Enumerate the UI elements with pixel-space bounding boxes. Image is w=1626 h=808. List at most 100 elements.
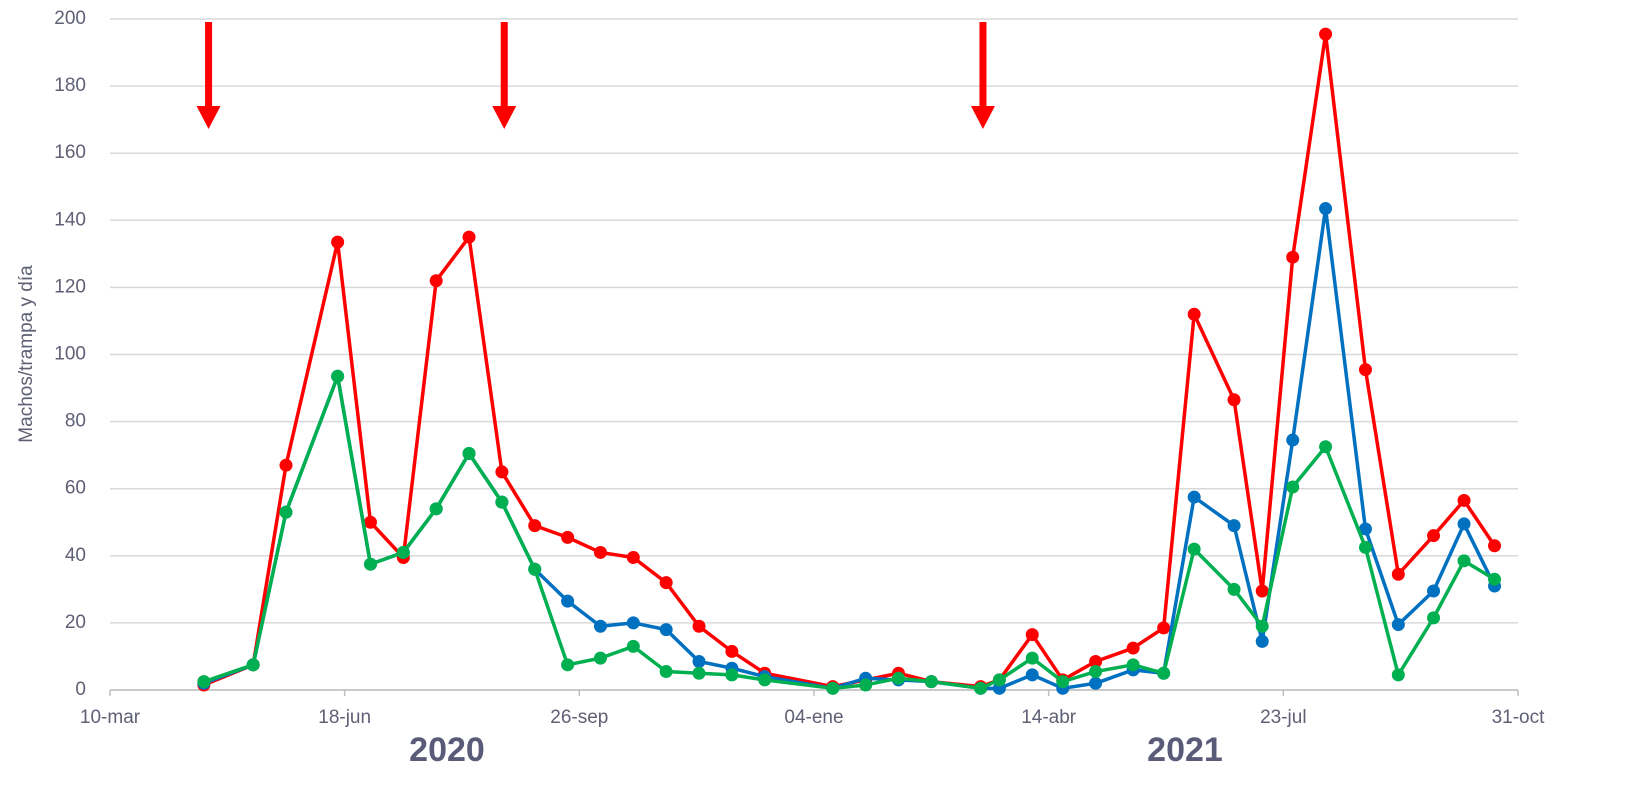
x-tick-label: 26-sep xyxy=(550,707,608,728)
data-point xyxy=(1187,307,1201,321)
data-point xyxy=(363,515,377,529)
data-point xyxy=(1391,668,1405,682)
data-point xyxy=(1286,433,1300,447)
y-tick-label: 180 xyxy=(54,75,86,96)
data-point xyxy=(1157,666,1171,680)
y-axis-label: Machos/trampa y día xyxy=(16,265,37,443)
data-point xyxy=(1126,658,1140,672)
data-point xyxy=(1457,517,1471,531)
x-tick-label: 31-oct xyxy=(1492,707,1546,728)
arrow-marker xyxy=(492,22,517,129)
data-point xyxy=(1227,582,1241,596)
data-point xyxy=(626,550,640,564)
y-tick-label: 20 xyxy=(65,612,86,633)
data-point xyxy=(331,235,345,249)
data-point xyxy=(561,530,575,544)
data-point xyxy=(279,458,293,472)
data-point xyxy=(462,230,476,244)
y-tick-label: 60 xyxy=(65,478,86,499)
data-point xyxy=(396,545,410,559)
y-tick-label: 80 xyxy=(65,411,86,432)
data-point xyxy=(992,673,1006,687)
data-point xyxy=(593,651,607,665)
data-point xyxy=(1319,440,1333,454)
data-point xyxy=(1286,480,1300,494)
data-point xyxy=(528,519,542,533)
data-point xyxy=(891,671,905,685)
data-point xyxy=(924,675,938,689)
data-point xyxy=(495,465,509,479)
data-point xyxy=(429,274,443,288)
data-point xyxy=(758,673,772,687)
data-point xyxy=(1358,522,1372,536)
data-point xyxy=(1187,490,1201,504)
series-line xyxy=(203,374,1496,691)
data-point xyxy=(1126,641,1140,655)
data-point xyxy=(279,505,293,519)
data-point xyxy=(528,562,542,576)
data-point xyxy=(197,675,211,689)
y-tick-label: 120 xyxy=(54,276,86,297)
data-point xyxy=(363,557,377,571)
data-point xyxy=(826,681,840,695)
data-point xyxy=(974,681,988,695)
y-tick-label: 100 xyxy=(54,344,86,365)
data-point xyxy=(1157,621,1171,635)
y-tick-label: 200 xyxy=(54,8,86,29)
data-point xyxy=(593,619,607,633)
arrow-marker xyxy=(970,22,995,129)
data-point xyxy=(1457,493,1471,507)
data-point xyxy=(1255,619,1269,633)
data-point xyxy=(429,502,443,516)
data-point xyxy=(1187,542,1201,556)
x-tick-label: 18-jun xyxy=(318,707,371,728)
series-line xyxy=(203,206,1497,691)
data-point xyxy=(1457,554,1471,568)
data-point xyxy=(561,594,575,608)
data-point xyxy=(1319,202,1333,216)
arrow-marker xyxy=(196,22,221,129)
data-point xyxy=(1227,393,1241,407)
data-point xyxy=(692,666,706,680)
data-point xyxy=(1391,618,1405,632)
x-tick-label: 14-abr xyxy=(1021,707,1077,728)
data-point xyxy=(1089,665,1103,679)
y-tick-label: 160 xyxy=(54,142,86,163)
data-point xyxy=(626,639,640,653)
data-point xyxy=(1025,651,1039,665)
data-point xyxy=(1427,529,1441,543)
data-point xyxy=(692,654,706,668)
series-line xyxy=(203,32,1496,689)
data-point xyxy=(1286,250,1300,264)
data-point xyxy=(626,616,640,630)
data-point xyxy=(1358,540,1372,554)
data-point xyxy=(1056,675,1070,689)
data-point xyxy=(1255,634,1269,648)
data-point xyxy=(1488,539,1502,553)
year-label: 2021 xyxy=(1147,731,1223,769)
data-point xyxy=(725,644,739,658)
data-point xyxy=(659,576,673,590)
y-tick-label: 140 xyxy=(54,209,86,230)
data-point xyxy=(331,369,345,383)
data-point xyxy=(859,678,873,692)
data-point xyxy=(692,619,706,633)
data-point xyxy=(1427,611,1441,625)
data-point xyxy=(462,446,476,460)
data-point xyxy=(246,658,260,672)
x-tick-label: 23-jul xyxy=(1260,707,1306,728)
y-tick-label: 40 xyxy=(65,545,86,566)
data-point xyxy=(1255,584,1269,598)
data-point xyxy=(1089,676,1103,690)
data-point xyxy=(1319,27,1333,41)
x-tick-label: 04-ene xyxy=(784,707,843,728)
data-point xyxy=(1089,654,1103,668)
data-point xyxy=(1391,567,1405,581)
data-point xyxy=(593,545,607,559)
data-point xyxy=(1025,628,1039,642)
y-tick-label: 0 xyxy=(75,679,86,700)
data-point xyxy=(495,495,509,509)
data-point xyxy=(1488,572,1502,586)
data-point xyxy=(659,665,673,679)
